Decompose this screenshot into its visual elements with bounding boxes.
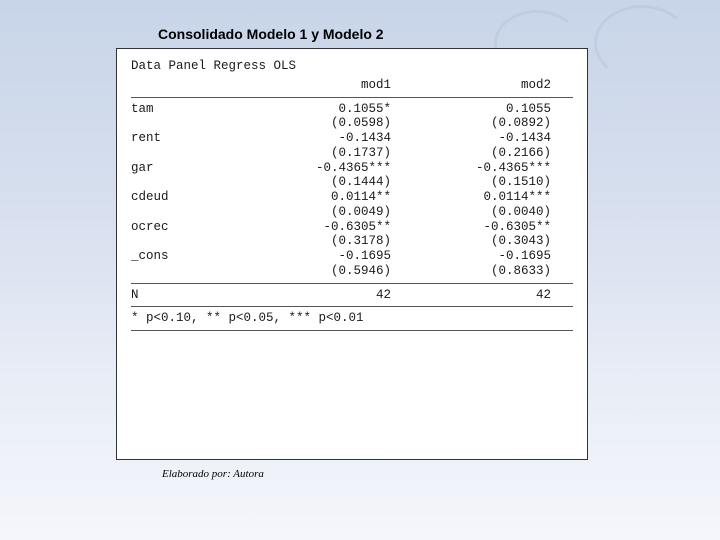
table-row-se: (0.0598) (0.0892) <box>131 116 573 131</box>
mod1-coef: 0.0114** <box>241 190 411 205</box>
table-row: ocrec -0.6305** -0.6305** <box>131 220 573 235</box>
panel-header: Data Panel Regress OLS <box>131 59 573 74</box>
column-headers: mod1 mod2 <box>131 78 573 93</box>
table-row: _cons -0.1695 -0.1695 <box>131 249 573 264</box>
mod1-coef: -0.1434 <box>241 131 411 146</box>
table-row-se: (0.1444) (0.1510) <box>131 175 573 190</box>
mod1-se: (0.1737) <box>241 146 411 161</box>
mod2-se: (0.0040) <box>411 205 561 220</box>
table-row-se: (0.3178) (0.3043) <box>131 234 573 249</box>
n-label: N <box>131 288 241 303</box>
divider <box>131 283 573 284</box>
mod1-coef: -0.1695 <box>241 249 411 264</box>
n-row: N 42 42 <box>131 288 573 303</box>
mod2-coef: 0.0114*** <box>411 190 561 205</box>
mod1-se: (0.0598) <box>241 116 411 131</box>
n-mod2: 42 <box>411 288 561 303</box>
significance-note: * p<0.10, ** p<0.05, *** p<0.01 <box>131 311 573 326</box>
footer-attribution: Elaborado por: Autora <box>162 468 264 480</box>
col-mod2-label: mod2 <box>411 78 561 93</box>
var-label: _cons <box>131 249 241 264</box>
mod2-se: (0.8633) <box>411 264 561 279</box>
mod1-coef: -0.4365*** <box>241 161 411 176</box>
divider <box>131 97 573 98</box>
table-row: gar -0.4365*** -0.4365*** <box>131 161 573 176</box>
mod1-coef: -0.6305** <box>241 220 411 235</box>
divider <box>131 306 573 307</box>
mod1-se: (0.0049) <box>241 205 411 220</box>
mod2-se: (0.3043) <box>411 234 561 249</box>
table-row-se: (0.1737) (0.2166) <box>131 146 573 161</box>
mod1-se: (0.1444) <box>241 175 411 190</box>
col-mod1-label: mod1 <box>241 78 411 93</box>
mod2-coef: -0.1695 <box>411 249 561 264</box>
mod2-se: (0.0892) <box>411 116 561 131</box>
mod1-se: (0.3178) <box>241 234 411 249</box>
table-row: cdeud 0.0114** 0.0114*** <box>131 190 573 205</box>
divider <box>131 330 573 331</box>
table-row-se: (0.0049) (0.0040) <box>131 205 573 220</box>
page-title: Consolidado Modelo 1 y Modelo 2 <box>158 26 384 42</box>
var-label: tam <box>131 102 241 117</box>
mod2-coef: 0.1055 <box>411 102 561 117</box>
var-label: rent <box>131 131 241 146</box>
var-label: cdeud <box>131 190 241 205</box>
var-label: ocrec <box>131 220 241 235</box>
n-mod1: 42 <box>241 288 411 303</box>
table-row-se: (0.5946) (0.8633) <box>131 264 573 279</box>
var-label: gar <box>131 161 241 176</box>
mod2-coef: -0.6305** <box>411 220 561 235</box>
mod2-se: (0.2166) <box>411 146 561 161</box>
mod1-coef: 0.1055* <box>241 102 411 117</box>
mod1-se: (0.5946) <box>241 264 411 279</box>
mod2-coef: -0.1434 <box>411 131 561 146</box>
table-row: rent -0.1434 -0.1434 <box>131 131 573 146</box>
mod2-se: (0.1510) <box>411 175 561 190</box>
regression-panel: Data Panel Regress OLS mod1 mod2 tam 0.1… <box>116 48 588 460</box>
mod2-coef: -0.4365*** <box>411 161 561 176</box>
table-row: tam 0.1055* 0.1055 <box>131 102 573 117</box>
